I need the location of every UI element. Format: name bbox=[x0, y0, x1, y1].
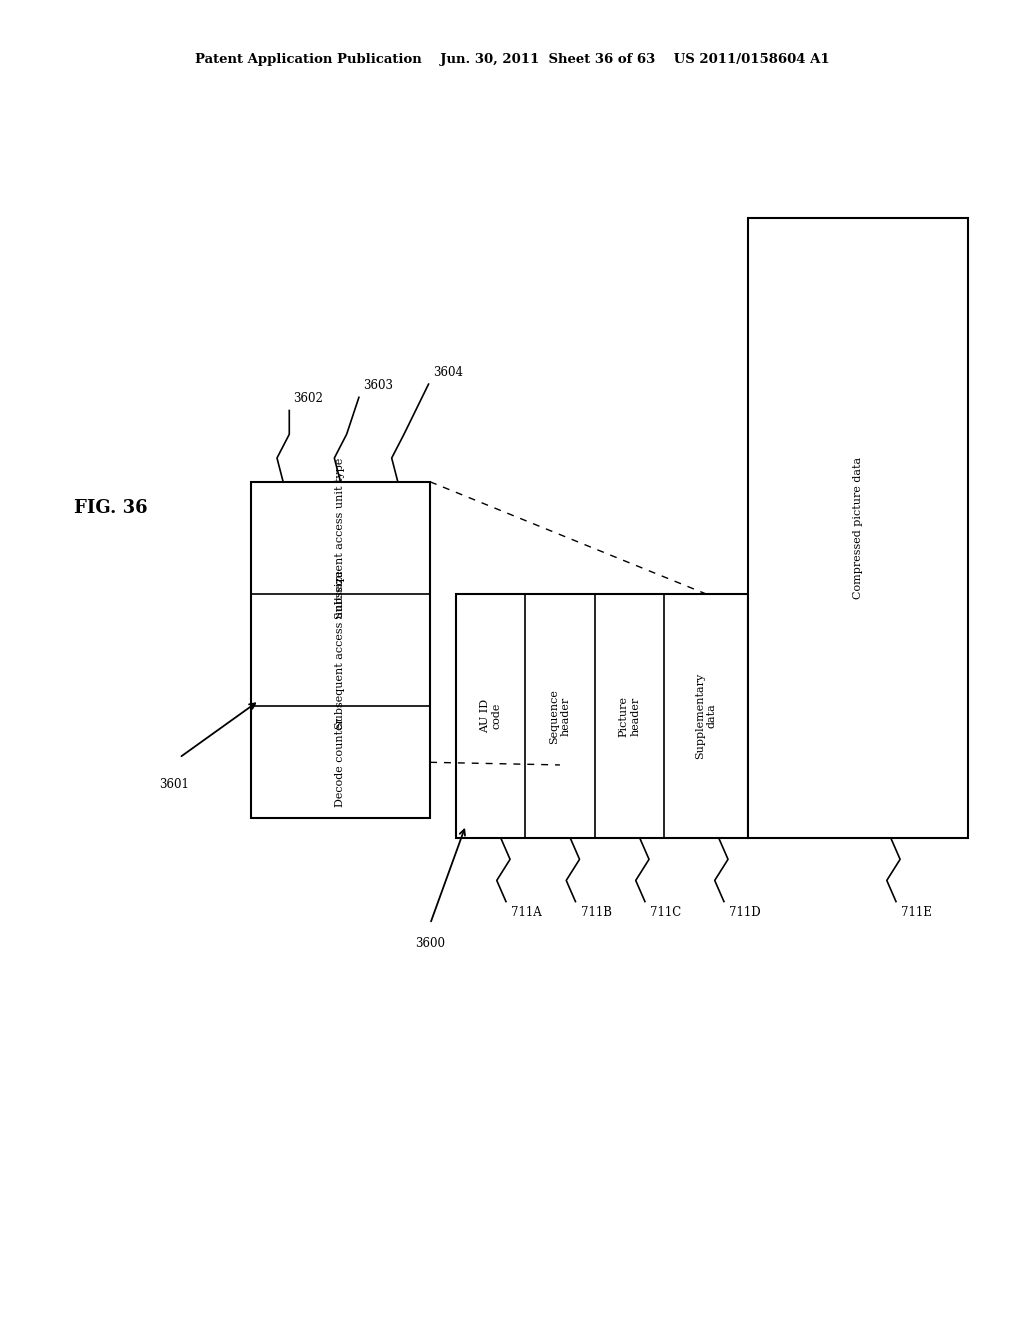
Text: 3601: 3601 bbox=[159, 777, 189, 791]
Text: 711A: 711A bbox=[511, 906, 542, 919]
Text: FIG. 36: FIG. 36 bbox=[74, 499, 147, 517]
Text: AU ID
code: AU ID code bbox=[479, 700, 501, 733]
Text: 711D: 711D bbox=[729, 906, 761, 919]
Text: Subsequent access unit size: Subsequent access unit size bbox=[336, 570, 345, 730]
Bar bbox=[456, 594, 749, 838]
Text: 711E: 711E bbox=[901, 906, 932, 919]
Text: Decode counter: Decode counter bbox=[336, 718, 345, 807]
Text: Supplementary
data: Supplementary data bbox=[695, 673, 717, 759]
Bar bbox=[749, 218, 968, 838]
Text: Picture
header: Picture header bbox=[618, 696, 640, 737]
Text: Subsequent access unit type: Subsequent access unit type bbox=[336, 457, 345, 619]
Text: 3604: 3604 bbox=[432, 366, 463, 379]
Text: 3602: 3602 bbox=[293, 392, 324, 405]
Text: Compressed picture data: Compressed picture data bbox=[853, 457, 863, 599]
Text: 3600: 3600 bbox=[415, 937, 445, 950]
Text: 3603: 3603 bbox=[364, 379, 393, 392]
Bar bbox=[251, 482, 430, 818]
Text: 711C: 711C bbox=[650, 906, 681, 919]
Text: Patent Application Publication    Jun. 30, 2011  Sheet 36 of 63    US 2011/01586: Patent Application Publication Jun. 30, … bbox=[195, 53, 829, 66]
Text: 711B: 711B bbox=[581, 906, 611, 919]
Text: Sequence
header: Sequence header bbox=[549, 689, 570, 743]
